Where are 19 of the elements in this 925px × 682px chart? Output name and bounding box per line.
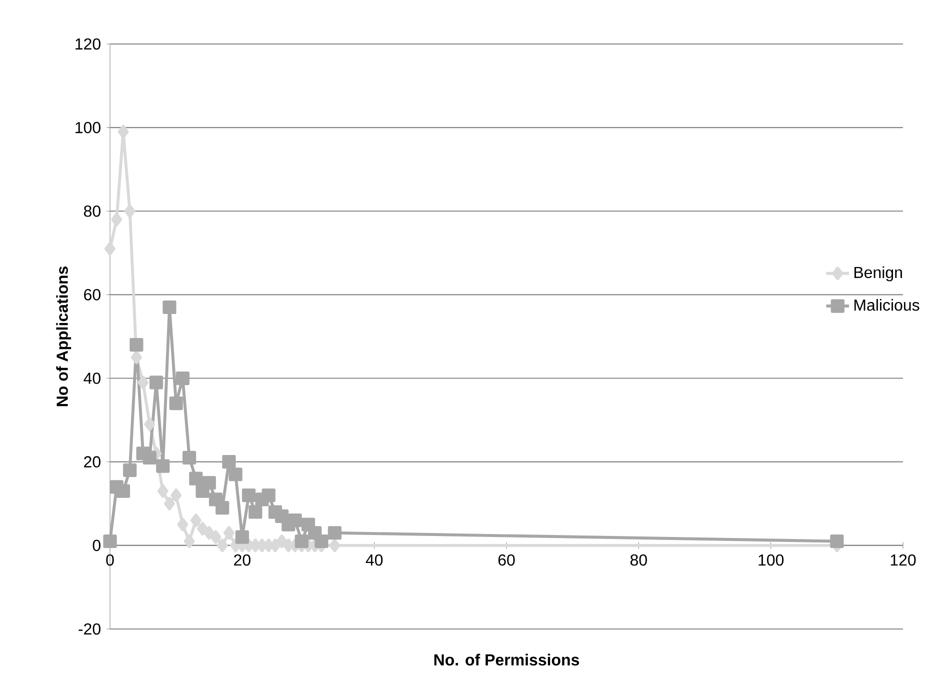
y-tick-label: 0 <box>92 540 100 552</box>
y-tick-label: 100 <box>76 122 100 134</box>
y-tick-label: 40 <box>84 372 100 384</box>
x-tick-label: 80 <box>630 554 647 566</box>
x-tick-label: 60 <box>498 554 515 566</box>
x-tick-label: 120 <box>890 554 916 566</box>
legend-label: Benign <box>854 266 902 282</box>
x-axis-title: No. of Permissions <box>434 654 580 666</box>
x-tick-label: 0 <box>106 554 114 566</box>
x-tick-label: 40 <box>366 554 383 566</box>
y-tick-label: 80 <box>84 205 100 217</box>
x-tick-label: 20 <box>234 554 250 566</box>
y-tick-label: 120 <box>76 38 100 50</box>
x-tick-label: 100 <box>758 554 784 566</box>
y-tick-label: 20 <box>84 456 100 468</box>
y-tick-label: 60 <box>84 289 100 300</box>
legend-label: Malicious <box>854 299 920 311</box>
y-axis-title: No of Applications <box>56 266 72 406</box>
y-tick-label: -20 <box>78 623 100 635</box>
